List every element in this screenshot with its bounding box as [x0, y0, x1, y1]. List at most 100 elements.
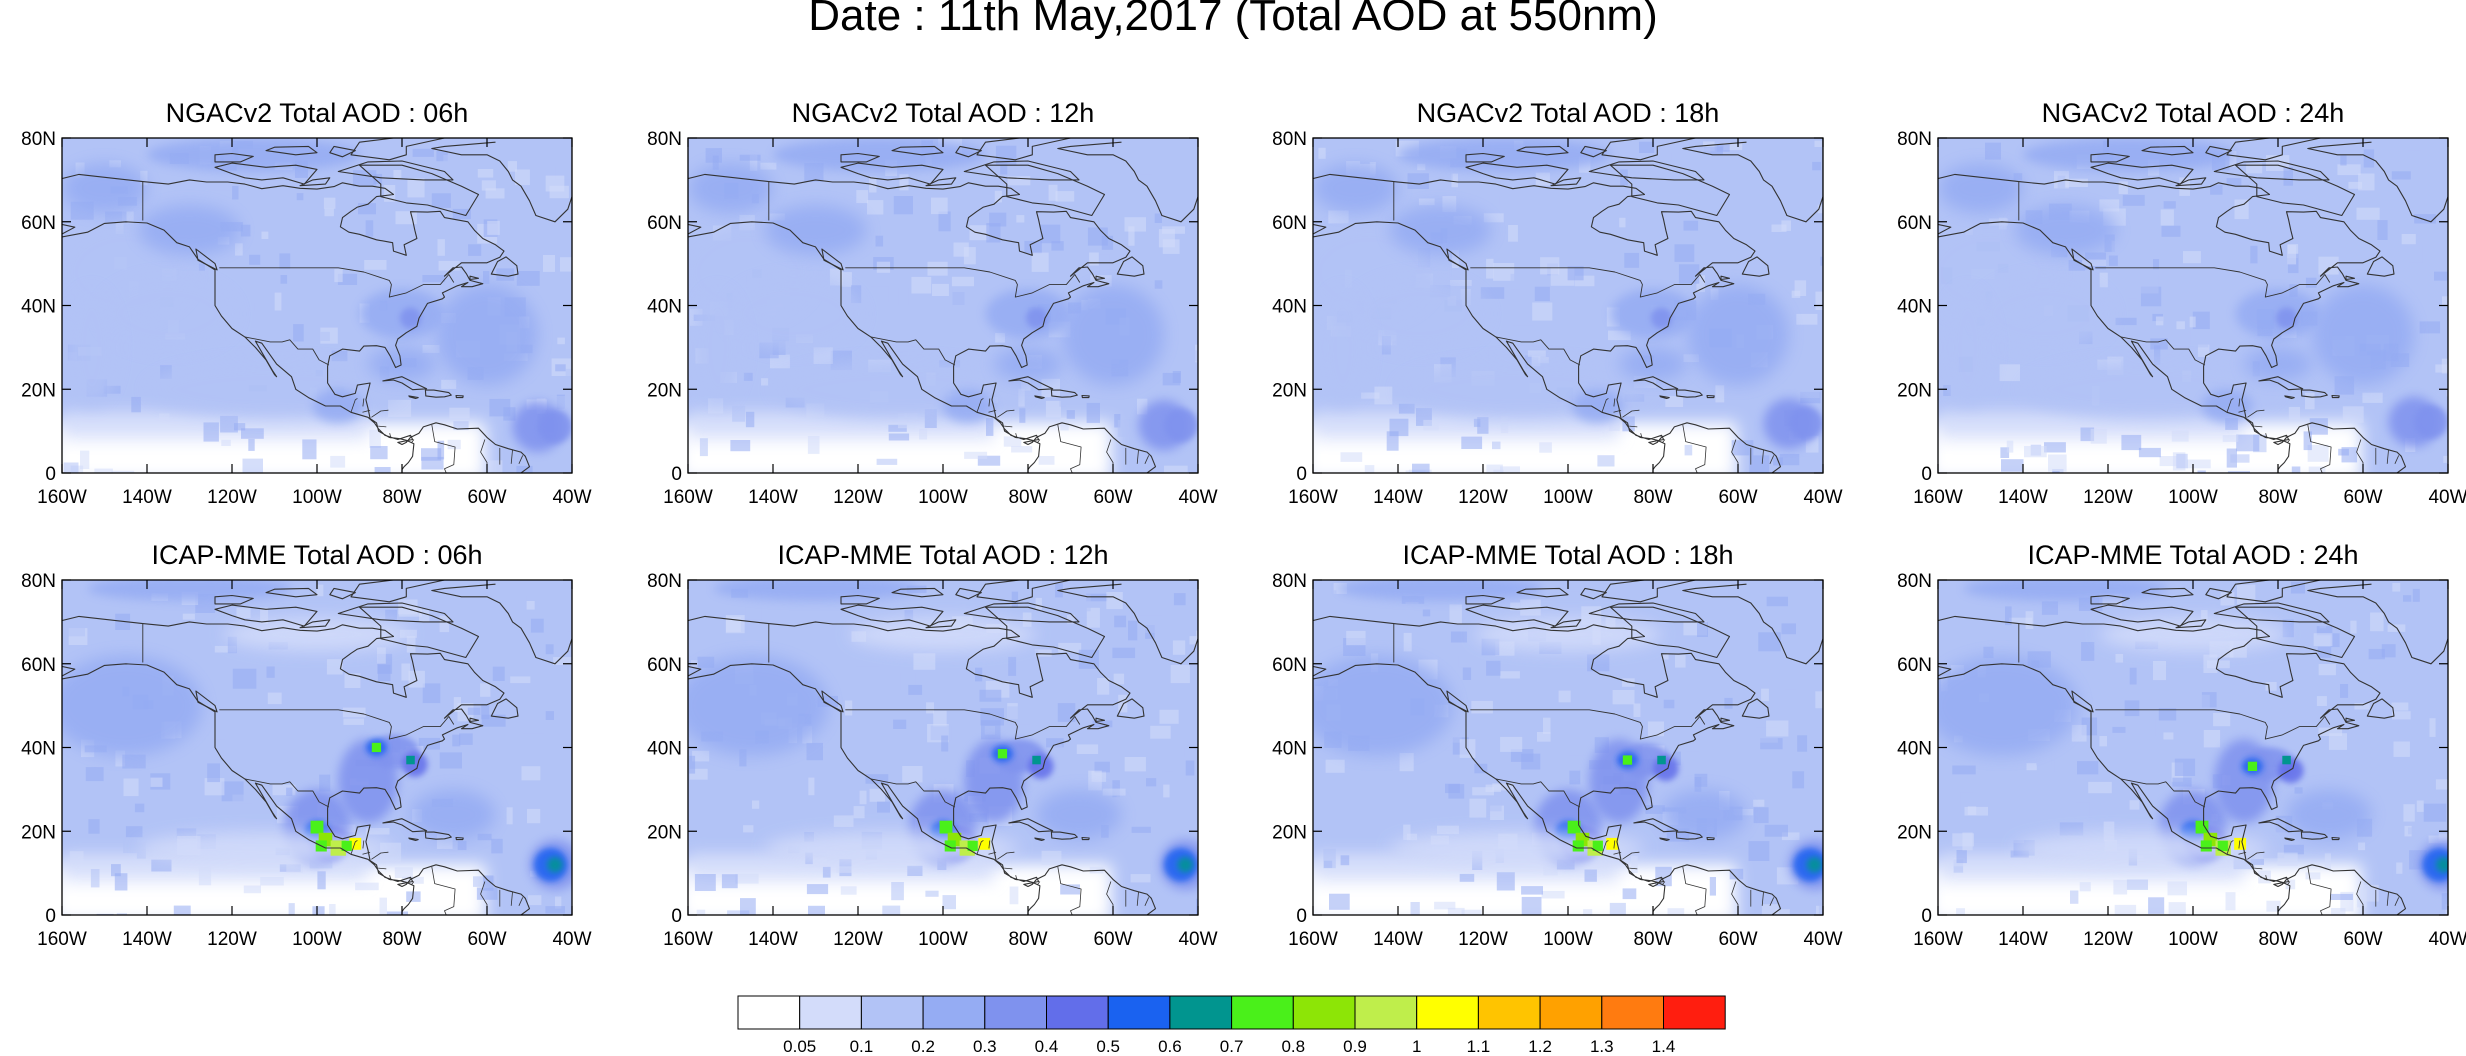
aod-cell [1797, 735, 1808, 752]
country-border [1144, 897, 1150, 906]
lon-tick-label: 160W [1913, 929, 1963, 950]
aod-cell [2316, 696, 2327, 706]
aod-cell [877, 801, 890, 813]
aod-cell [1131, 826, 1151, 833]
aod-cell [2099, 272, 2108, 288]
aod-cell [725, 617, 741, 632]
aod-cell [568, 622, 572, 632]
aod-cell [116, 913, 127, 915]
aod-cell [808, 777, 815, 796]
aod-cell [1541, 890, 1565, 899]
aod-cell [2118, 181, 2128, 195]
island-coastline [337, 602, 454, 623]
aod-cell [2313, 633, 2333, 647]
aod-plume [368, 347, 436, 381]
aod-cell [731, 801, 746, 809]
coastlines [1313, 580, 1823, 915]
aod-cell [114, 873, 128, 891]
aod-plume [223, 617, 411, 652]
aod-cell [2360, 884, 2379, 902]
aod-hotspot [371, 742, 382, 753]
country-border [1622, 851, 1640, 860]
aod-cell [2340, 684, 2349, 698]
aod-cell [2113, 879, 2128, 895]
aod-cell [94, 468, 113, 473]
aod-cell [2419, 321, 2441, 334]
aod-plume [2286, 789, 2372, 840]
lat-tick-label: 0 [45, 464, 56, 485]
aod-cell [1172, 640, 1186, 655]
aod-cell [507, 161, 517, 172]
aod-cell [1137, 615, 1162, 633]
greenland-coastline [1057, 580, 1198, 665]
figure-title: Date : 11th May,2017 (Total AOD at 550nm… [808, 0, 1657, 40]
aod-cell [1486, 464, 1503, 473]
island-coastline [984, 606, 1106, 659]
aod-cell [388, 399, 412, 417]
aod-cell [1684, 368, 1692, 375]
lon-tick-label: 120W [1458, 487, 1508, 508]
aod-cell [220, 415, 238, 433]
lat-tick-label: 60N [647, 213, 682, 234]
aod-cell [1534, 286, 1550, 301]
north-america-coastline [688, 615, 1157, 915]
aod-cell [2171, 430, 2189, 442]
aod-cell [150, 777, 163, 787]
aod-plume [1398, 138, 1611, 172]
aod-cell [90, 869, 100, 888]
aod-cell [1521, 896, 1542, 915]
aod-cell [1364, 465, 1375, 473]
lat-tick-label: 40N [21, 739, 56, 760]
north-america-coastline [62, 615, 531, 915]
island-coastline [1008, 376, 1054, 391]
aod-cell [2197, 344, 2210, 357]
aod-cell [2088, 781, 2112, 794]
aod-cell [1102, 788, 1126, 796]
aod-cell [459, 733, 473, 745]
aod-cell [374, 467, 391, 473]
aod-cell [888, 424, 907, 432]
aod-cell [1164, 465, 1188, 473]
aod-cell [1943, 385, 1951, 396]
aod-cell [853, 806, 865, 819]
aod-cell [1051, 241, 1064, 251]
lon-tick-label: 100W [2168, 487, 2218, 508]
country-border [1761, 891, 1764, 906]
aod-cell [1008, 656, 1017, 676]
aod-cell [1812, 161, 1821, 171]
country-border [2238, 398, 2241, 407]
aod-cell [968, 813, 987, 822]
aod-cell [96, 913, 114, 915]
aod-cell [2126, 879, 2148, 890]
aod-cell [485, 188, 505, 199]
us-mexico-border [870, 778, 956, 808]
us-mexico-border [2120, 336, 2206, 366]
aod-cell [891, 882, 904, 901]
aod-cell [2392, 711, 2411, 720]
aod-cell [365, 828, 390, 835]
lon-tick-label: 160W [1288, 487, 1338, 508]
island-coastline [2141, 587, 2194, 598]
aod-cell [1597, 455, 1615, 467]
aod-cell [1196, 898, 1198, 915]
aod-cell [1612, 690, 1635, 705]
aod-cell [176, 828, 197, 839]
aod-cell [1318, 147, 1326, 159]
island-coastline [358, 606, 480, 659]
aod-plume [1938, 655, 2079, 756]
aod-cell [1007, 706, 1030, 725]
aod-cell [888, 433, 910, 441]
aod-cell [2082, 259, 2107, 267]
aod-cell [1422, 609, 1431, 617]
aod-cell [986, 418, 994, 436]
lon-tick-label: 140W [1998, 929, 2048, 950]
aod-cell [732, 405, 746, 422]
island-coastline [1465, 594, 1505, 605]
lon-tick-label: 100W [1543, 929, 1593, 950]
aod-cell [941, 735, 949, 752]
aod-cell [480, 683, 491, 697]
aod-cell [743, 825, 754, 833]
aod-plume [2312, 284, 2414, 386]
country-border [518, 897, 524, 906]
